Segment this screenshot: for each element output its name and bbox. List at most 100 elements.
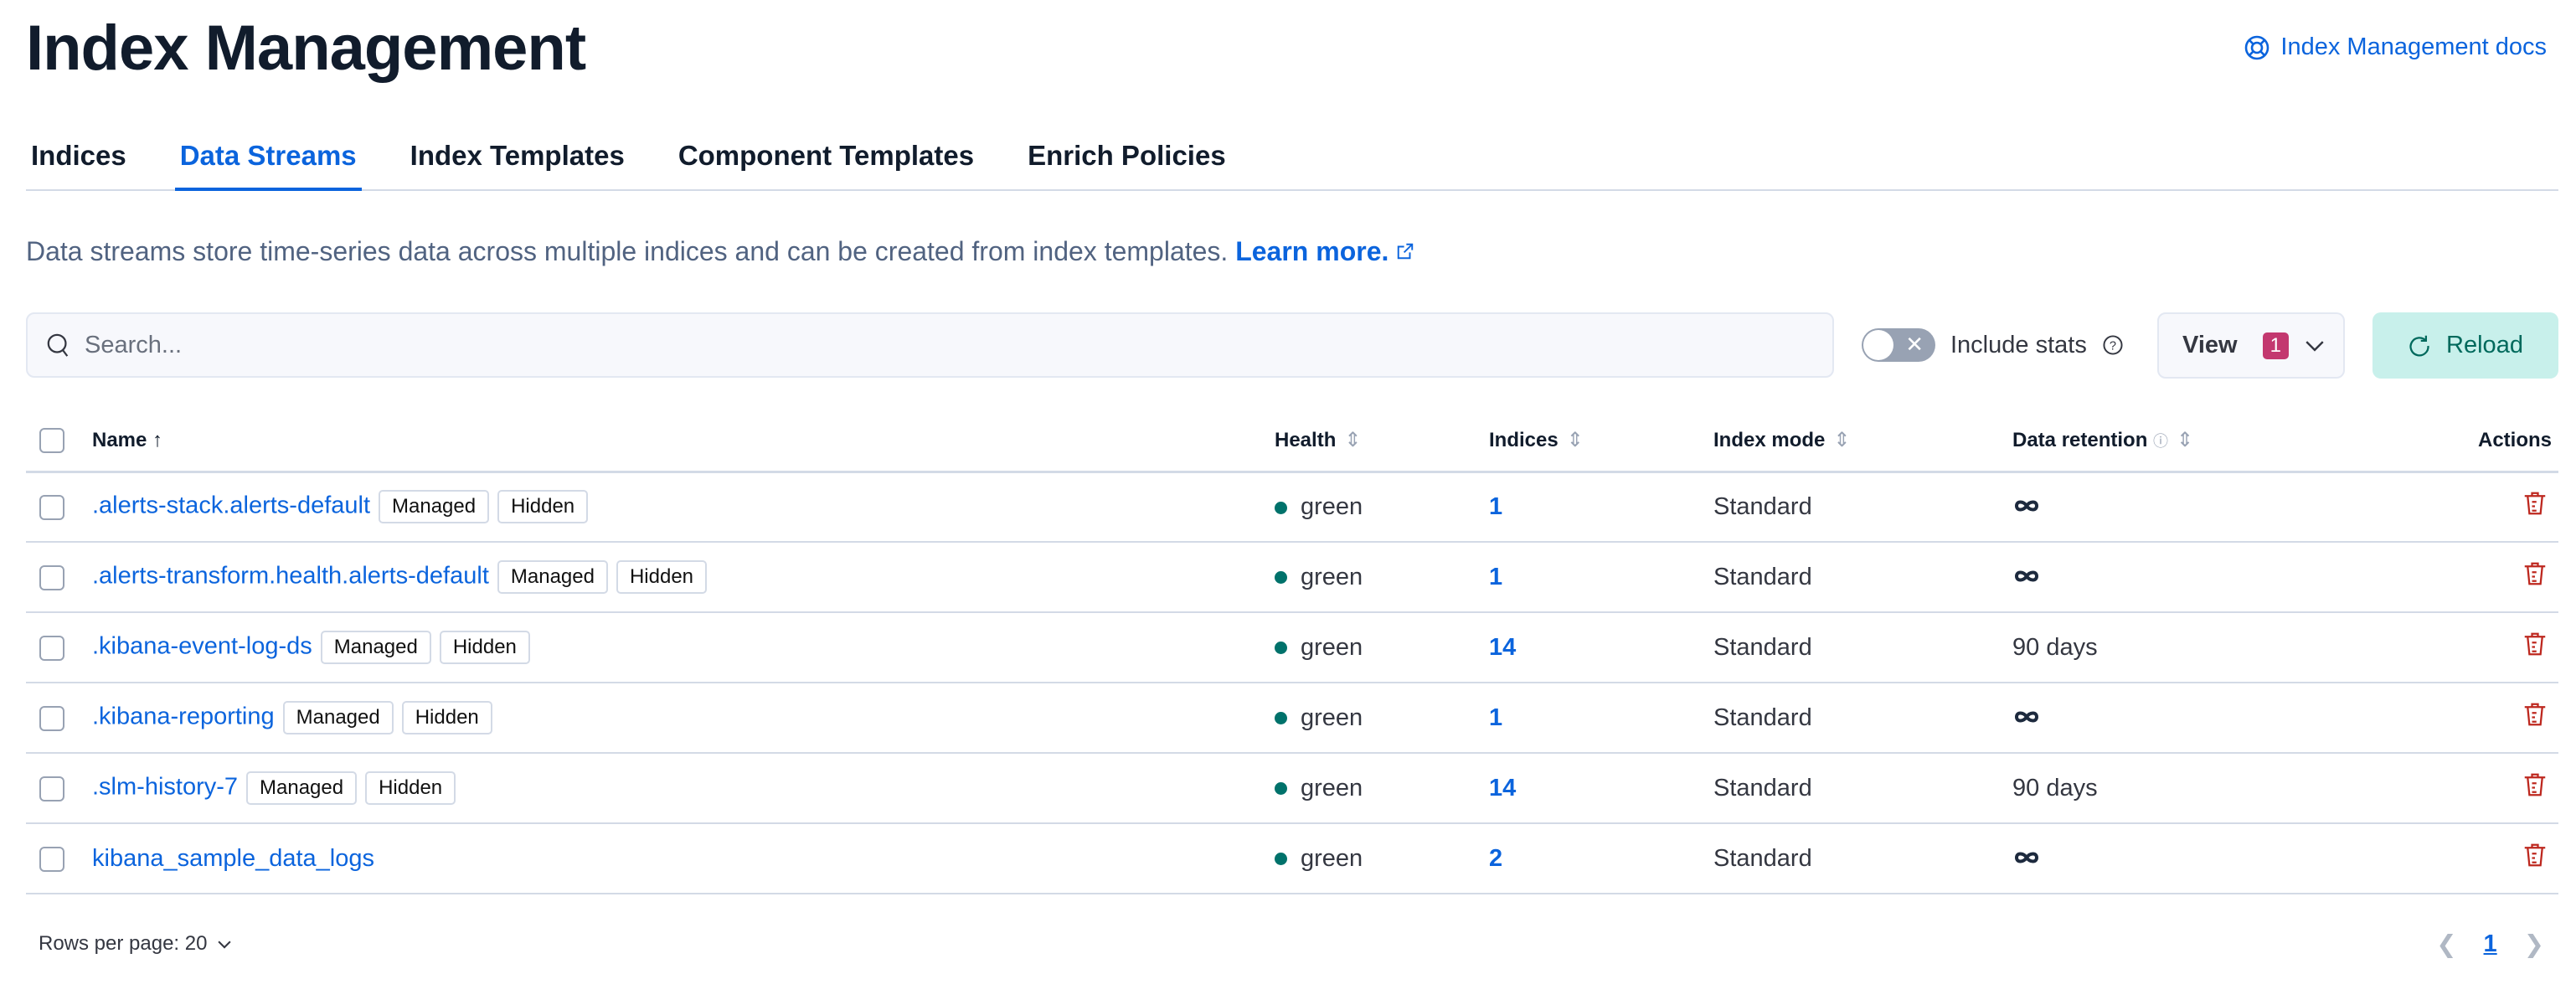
sortable-icon: ⇕ <box>1566 429 1584 452</box>
data-stream-name-link[interactable]: .alerts-stack.alerts-default <box>92 492 371 519</box>
tab-enrich-policies[interactable]: Enrich Policies <box>1028 140 1226 171</box>
infinity-icon <box>2014 711 2039 722</box>
badge-managed: Managed <box>282 701 394 734</box>
health-value: green <box>1301 774 1363 801</box>
docs-link[interactable]: Index Management docs <box>2244 34 2547 61</box>
include-stats-toggle[interactable]: ✕ Include stats ? <box>1862 328 2124 362</box>
data-stream-name-link[interactable]: .slm-history-7 <box>92 773 239 801</box>
badge-hidden: Hidden <box>365 771 456 805</box>
badge-hidden: Hidden <box>439 631 530 664</box>
health-status-dot <box>1275 782 1287 796</box>
table-row: .kibana-reporting Managed Hidden green 1 S… <box>26 683 2558 754</box>
column-label: Indices <box>1489 429 1558 452</box>
tab-indices[interactable]: Indices <box>31 140 126 171</box>
tab-component-templates[interactable]: Component Templates <box>677 140 975 171</box>
view-button[interactable]: View 1 <box>2157 312 2345 379</box>
badge-hidden: Hidden <box>616 560 708 594</box>
indices-count-link[interactable]: 2 <box>1489 844 1503 872</box>
trash-icon[interactable] <box>2523 842 2547 868</box>
help-icon[interactable]: ⓘ <box>2153 433 2169 451</box>
column-label: Name <box>92 428 147 451</box>
rows-per-page-button[interactable]: Rows per page: 20 <box>39 932 234 956</box>
trash-icon[interactable] <box>2523 490 2547 517</box>
infinity-icon <box>2014 852 2039 863</box>
cross-icon: ✕ <box>1905 332 1924 357</box>
select-all-checkbox[interactable] <box>39 427 64 453</box>
include-stats-label: Include stats <box>1950 331 2087 358</box>
column-label: Index mode <box>1713 429 1826 452</box>
description-text: Data streams store time-series data acro… <box>26 236 1236 266</box>
indices-count-link[interactable]: 1 <box>1489 492 1503 520</box>
retention-value: 90 days <box>2012 633 2098 661</box>
search-icon <box>47 333 69 357</box>
search-field[interactable] <box>26 312 1834 378</box>
sort-ascending-icon: ↑ <box>152 428 163 451</box>
health-value: green <box>1301 844 1363 872</box>
page-button-current[interactable]: 1 <box>2483 930 2497 957</box>
row-checkbox[interactable] <box>39 705 64 731</box>
indices-count-link[interactable]: 14 <box>1489 774 1517 801</box>
trash-icon[interactable] <box>2523 771 2547 798</box>
badge-hidden: Hidden <box>401 701 492 734</box>
tab-index-templates[interactable]: Index Templates <box>410 140 625 171</box>
page-title: Index Management <box>26 13 586 84</box>
badge-managed: Managed <box>379 490 490 524</box>
chevron-down-icon <box>218 941 232 949</box>
sortable-icon: ⇕ <box>2177 429 2194 452</box>
health-status-dot <box>1275 571 1287 585</box>
column-header-health[interactable]: Health ⇕ <box>1275 410 1489 473</box>
data-stream-name-link[interactable]: .alerts-transform.health.alerts-default <box>92 562 489 590</box>
next-page-icon[interactable]: ❯ <box>2523 931 2544 958</box>
badge-managed: Managed <box>246 771 358 805</box>
page-description: Data streams store time-series data acro… <box>26 236 1414 267</box>
row-checkbox[interactable] <box>39 846 64 872</box>
retention-value: 90 days <box>2012 774 2098 801</box>
infinity-icon <box>2014 500 2039 512</box>
trash-icon[interactable] <box>2523 560 2547 587</box>
indices-count-link[interactable]: 14 <box>1489 633 1517 661</box>
health-status-dot <box>1275 642 1287 655</box>
reload-label: Reload <box>2446 332 2523 358</box>
search-input[interactable] <box>85 331 1832 359</box>
data-streams-table: Name ↑ Health ⇕ Indices ⇕ Index mode ⇕ Data… <box>26 410 2558 894</box>
column-label: Health <box>1275 429 1337 452</box>
row-checkbox[interactable] <box>39 776 64 801</box>
svg-text:?: ? <box>2110 340 2116 353</box>
external-link-icon <box>1398 243 1414 260</box>
column-header-indices[interactable]: Indices ⇕ <box>1489 410 1713 473</box>
table-row: .alerts-stack.alerts-default Managed Hidde… <box>26 472 2558 543</box>
indices-count-link[interactable]: 1 <box>1489 563 1503 590</box>
health-value: green <box>1301 492 1363 520</box>
health-status-dot <box>1275 501 1287 514</box>
column-header-name[interactable]: Name ↑ <box>92 410 1275 473</box>
health-status-dot <box>1275 712 1287 725</box>
reload-button[interactable]: Reload <box>2372 312 2558 379</box>
previous-page-icon[interactable]: ❮ <box>2436 931 2457 958</box>
row-checkbox[interactable] <box>39 564 64 590</box>
trash-icon[interactable] <box>2523 631 2547 657</box>
row-checkbox[interactable] <box>39 495 64 521</box>
refresh-icon <box>2409 335 2429 356</box>
chevron-down-icon <box>2306 340 2324 352</box>
infinity-icon <box>2014 570 2039 581</box>
learn-more-label: Learn more. <box>1235 236 1389 266</box>
health-value: green <box>1301 563 1363 590</box>
trash-icon[interactable] <box>2523 701 2547 728</box>
index-mode-value: Standard <box>1713 844 1812 872</box>
badge-managed: Managed <box>497 560 608 594</box>
include-stats-switch[interactable]: ✕ <box>1862 328 1935 362</box>
data-stream-name-link[interactable]: .kibana-reporting <box>92 703 275 730</box>
tab-data-streams[interactable]: Data Streams <box>174 134 362 191</box>
data-stream-name-link[interactable]: .kibana-event-log-ds <box>92 632 312 660</box>
sortable-icon: ⇕ <box>1344 429 1362 452</box>
index-mode-value: Standard <box>1713 633 1812 661</box>
badge-hidden: Hidden <box>497 490 589 524</box>
index-mode-value: Standard <box>1713 563 1812 590</box>
row-checkbox[interactable] <box>39 635 64 661</box>
column-header-data-retention[interactable]: Data retention ⓘ ⇕ <box>2012 410 2391 473</box>
help-icon[interactable]: ? <box>2102 334 2124 356</box>
indices-count-link[interactable]: 1 <box>1489 704 1503 731</box>
learn-more-link[interactable]: Learn more. <box>1235 236 1414 266</box>
column-header-index-mode[interactable]: Index mode ⇕ <box>1713 410 2012 473</box>
data-stream-name-link[interactable]: kibana_sample_data_logs <box>92 844 374 872</box>
